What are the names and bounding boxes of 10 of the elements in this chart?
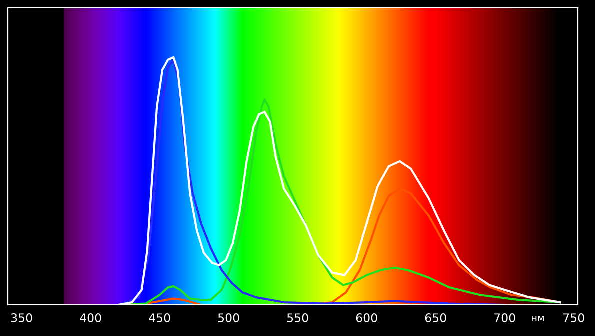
x-tick-label: 750 [564, 314, 584, 322]
x-tick-label: 700 [494, 314, 516, 322]
x-tick-label: 450 [149, 314, 170, 322]
x-tick-label: 350 [11, 314, 32, 322]
x-tick-label: 650 [425, 314, 446, 322]
x-tick-label: 400 [80, 314, 102, 322]
x-tick-label: 500 [218, 314, 240, 322]
x-tick-label: 550 [287, 314, 308, 322]
x-axis-title: нм [532, 316, 544, 322]
x-tick-label: 600 [356, 314, 378, 322]
